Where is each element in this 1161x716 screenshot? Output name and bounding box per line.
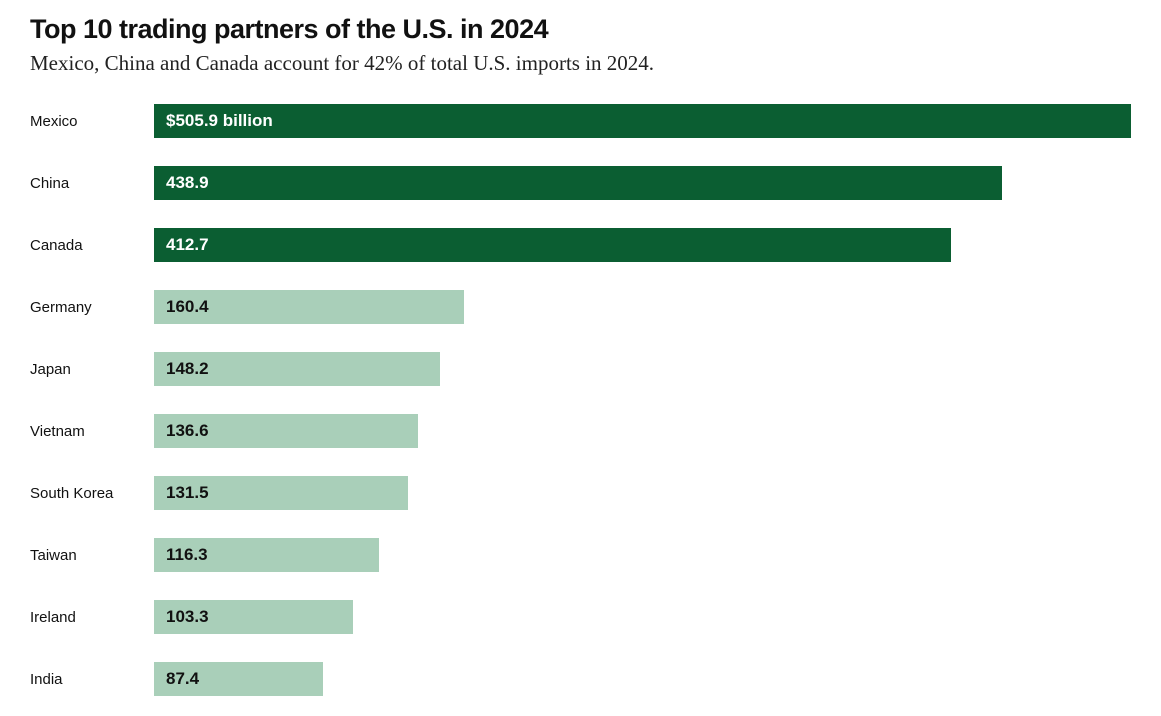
chart-row: Vietnam 136.6 xyxy=(30,414,1131,448)
bar: 160.4 xyxy=(154,290,464,324)
chart-subtitle: Mexico, China and Canada account for 42%… xyxy=(30,51,1131,76)
chart-row: Ireland 103.3 xyxy=(30,600,1131,634)
country-label: Canada xyxy=(30,237,154,254)
chart-row: South Korea 131.5 xyxy=(30,476,1131,510)
bar: $505.9 billion xyxy=(154,104,1131,138)
country-label: Vietnam xyxy=(30,423,154,440)
bar-chart: Mexico $505.9 billion China 438.9 Canada 412.… xyxy=(30,104,1131,696)
bar-value-label: $505.9 billion xyxy=(166,111,273,131)
bar: 87.4 xyxy=(154,662,323,696)
chart-row: Canada 412.7 xyxy=(30,228,1131,262)
country-label: South Korea xyxy=(30,485,154,502)
bar-track: 438.9 xyxy=(154,166,1131,200)
country-label: Ireland xyxy=(30,609,154,626)
bar-track: 412.7 xyxy=(154,228,1131,262)
chart-row: Germany 160.4 xyxy=(30,290,1131,324)
country-label: Japan xyxy=(30,361,154,378)
bar-value-label: 160.4 xyxy=(166,297,209,317)
bar-value-label: 438.9 xyxy=(166,173,209,193)
country-label: Mexico xyxy=(30,113,154,130)
chart-row: Mexico $505.9 billion xyxy=(30,104,1131,138)
bar-value-label: 116.3 xyxy=(166,545,208,565)
bar-track: 148.2 xyxy=(154,352,1131,386)
chart-row: China 438.9 xyxy=(30,166,1131,200)
bar-value-label: 103.3 xyxy=(166,607,209,627)
bar-value-label: 87.4 xyxy=(166,669,199,689)
country-label: Germany xyxy=(30,299,154,316)
chart-row: Japan 148.2 xyxy=(30,352,1131,386)
bar-track: 131.5 xyxy=(154,476,1131,510)
bar-track: 87.4 xyxy=(154,662,1131,696)
bar-track: 116.3 xyxy=(154,538,1131,572)
country-label: India xyxy=(30,671,154,688)
bar: 148.2 xyxy=(154,352,440,386)
chart-row: Taiwan 116.3 xyxy=(30,538,1131,572)
bar-track: 160.4 xyxy=(154,290,1131,324)
bar-value-label: 131.5 xyxy=(166,483,209,503)
bar: 103.3 xyxy=(154,600,353,634)
bar: 131.5 xyxy=(154,476,408,510)
bar-value-label: 148.2 xyxy=(166,359,209,379)
bar: 136.6 xyxy=(154,414,418,448)
bar-track: 103.3 xyxy=(154,600,1131,634)
bar-value-label: 136.6 xyxy=(166,421,209,441)
bar: 438.9 xyxy=(154,166,1002,200)
bar: 412.7 xyxy=(154,228,951,262)
bar-track: $505.9 billion xyxy=(154,104,1131,138)
chart-title: Top 10 trading partners of the U.S. in 2… xyxy=(30,14,1131,45)
country-label: China xyxy=(30,175,154,192)
bar-track: 136.6 xyxy=(154,414,1131,448)
bar: 116.3 xyxy=(154,538,379,572)
bar-value-label: 412.7 xyxy=(166,235,209,255)
chart-row: India 87.4 xyxy=(30,662,1131,696)
country-label: Taiwan xyxy=(30,547,154,564)
